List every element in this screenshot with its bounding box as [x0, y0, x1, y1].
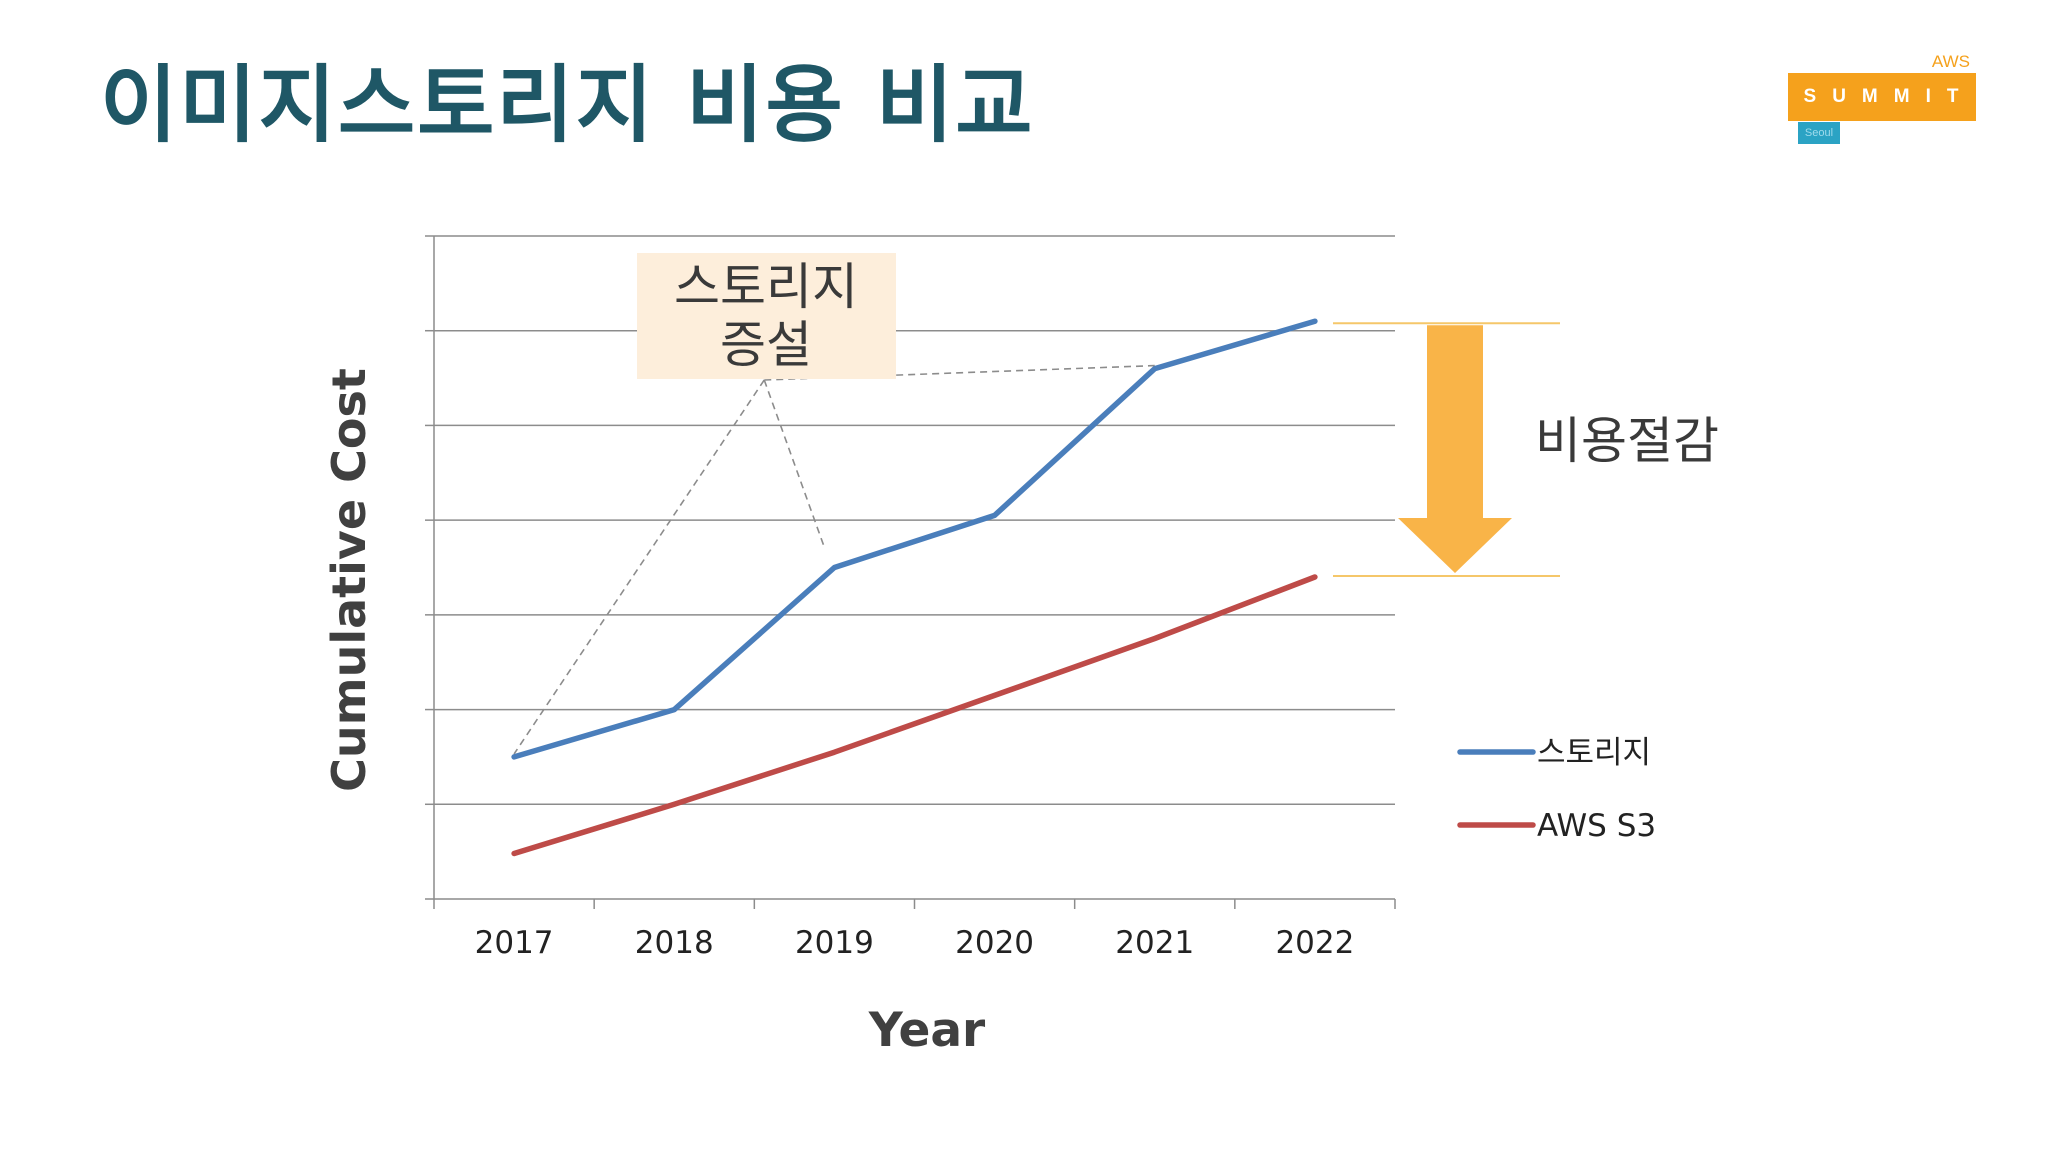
- series-line-1: [511, 318, 1318, 760]
- cost-saving-label: 비용절감: [1535, 412, 1719, 470]
- x-axis-title: Year: [868, 1003, 986, 1058]
- logo-summit-text: SUMMIT: [1788, 73, 1976, 121]
- x-tick-label-2019: 2019: [795, 925, 874, 961]
- x-tick-label-2022: 2022: [1275, 925, 1354, 961]
- legend-label-1: 스토리지: [1537, 735, 1651, 771]
- x-tick-label-2018: 2018: [635, 925, 714, 961]
- callout-guide-2: [763, 379, 826, 548]
- x-tick-label-2020: 2020: [955, 925, 1034, 961]
- callout-label-1: 스토리지: [674, 258, 858, 316]
- slide-title: 이미지스토리지 비용 비교: [100, 56, 1035, 154]
- legend-label-2: AWS S3: [1537, 808, 1656, 844]
- logo-aws-text: AWS: [1931, 52, 1970, 71]
- cost-saving-arrow: [1398, 325, 1512, 573]
- x-tick-label-2021: 2021: [1115, 925, 1194, 961]
- series-line-2: [511, 574, 1318, 857]
- callout-guide-1: [513, 379, 765, 755]
- callout-label-2: 증설: [720, 316, 812, 374]
- x-tick-label-2017: 2017: [475, 925, 554, 961]
- logo-city-text: Seoul: [1798, 122, 1840, 144]
- aws-summit-logo: AWS SUMMIT Seoul: [1788, 46, 1978, 146]
- callout-box: [637, 253, 896, 379]
- y-axis-title: Cumulative Cost: [322, 368, 376, 792]
